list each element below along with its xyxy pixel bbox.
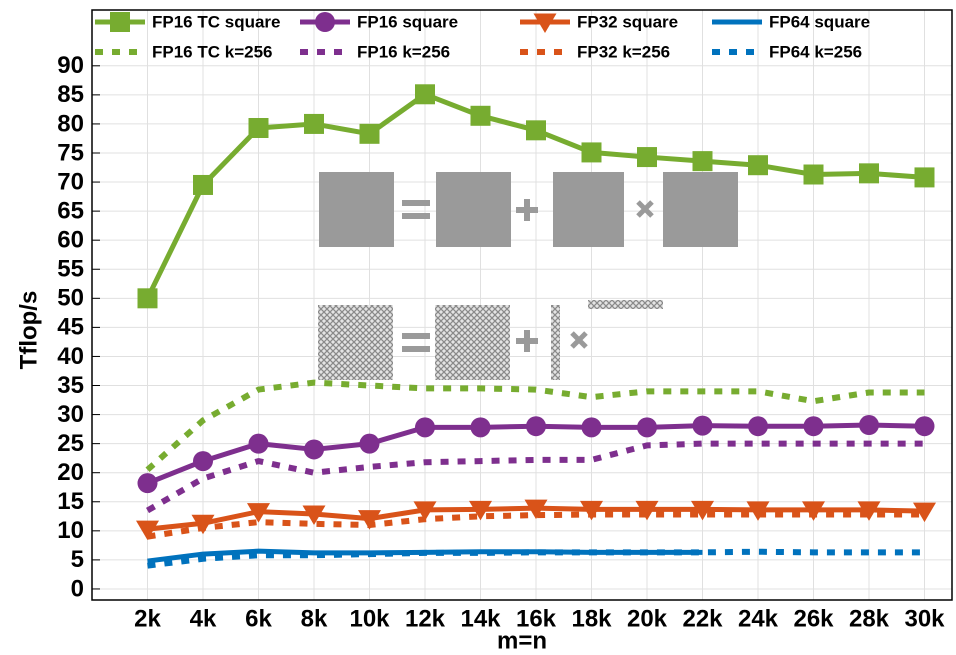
series-line: [147, 511, 925, 540]
marker: [469, 500, 492, 521]
x-tick-label: 20k: [627, 605, 668, 632]
x-tick-label: 22k: [682, 605, 723, 632]
y-tick-label: 30: [57, 401, 84, 428]
marker: [580, 500, 603, 521]
x-tick-label: 6k: [245, 605, 272, 632]
marker: [857, 501, 881, 521]
legend-label: FP16 TC k=256: [152, 42, 273, 61]
marker: [526, 416, 546, 437]
x-tick-label: 4k: [190, 605, 217, 632]
y-tick-label: 50: [57, 285, 84, 312]
marker: [359, 433, 380, 454]
y-tick-label: 10: [57, 517, 84, 544]
x-tick-label: 12k: [405, 605, 446, 632]
legend-label: FP16 TC square: [152, 12, 281, 31]
marker: [247, 503, 270, 523]
legend-label: FP64 square: [769, 12, 870, 31]
marker: [637, 147, 657, 168]
marker: [415, 417, 435, 438]
y-tick-label: 15: [57, 488, 84, 515]
legend-label: FP64 k=256: [769, 42, 862, 61]
marker: [136, 520, 159, 541]
marker: [913, 502, 936, 523]
y-tick-label: 85: [57, 81, 84, 108]
marker: [859, 163, 879, 184]
matrix-illustration: [318, 172, 738, 380]
marker: [193, 174, 213, 195]
y-tick-label: 80: [57, 110, 84, 137]
marker: [746, 501, 770, 521]
marker: [191, 514, 215, 535]
marker: [315, 12, 335, 32]
marker: [802, 501, 825, 521]
plot-frame: [91, 9, 953, 601]
marker: [110, 12, 130, 32]
y-tick-label: 25: [57, 430, 84, 457]
marker: [691, 500, 714, 521]
x-tick-label: 24k: [738, 605, 779, 632]
y-tick-label: 40: [57, 343, 84, 370]
marker: [748, 155, 768, 176]
marker: [692, 151, 713, 172]
marker: [137, 288, 158, 309]
marker: [524, 499, 548, 520]
marker: [803, 164, 824, 185]
marker: [358, 510, 381, 530]
marker: [637, 417, 657, 438]
x-tick-label: 30k: [904, 605, 945, 632]
marker: [748, 416, 768, 437]
y-tick-label: 55: [57, 256, 84, 283]
marker: [248, 118, 269, 138]
marker: [193, 451, 213, 472]
marker: [137, 473, 158, 494]
legend-label: FP16 square: [357, 12, 458, 31]
x-tick-label: 8k: [301, 605, 328, 632]
marker: [533, 13, 557, 33]
marker: [413, 501, 437, 521]
marker: [581, 142, 602, 163]
marker: [359, 123, 380, 144]
y-tick-label: 5: [71, 546, 84, 573]
marker: [415, 84, 435, 105]
x-tick-label: 18k: [571, 605, 612, 632]
marker: [470, 105, 491, 126]
y-tick-label: 45: [57, 314, 84, 341]
marker: [914, 167, 935, 188]
x-tick-label: 16k: [516, 605, 557, 632]
x-tick-label: 26k: [793, 605, 834, 632]
series-line: [145, 379, 925, 473]
y-tick-label: 70: [57, 168, 84, 195]
legend-label: FP32 k=256: [577, 42, 670, 61]
x-tick-label: 28k: [849, 605, 890, 632]
marker: [304, 439, 324, 460]
y-tick-label: 90: [57, 52, 84, 79]
y-tick-label: 65: [57, 197, 84, 224]
x-axis-label: m=n: [497, 627, 547, 654]
y-tick-label: 0: [71, 575, 84, 602]
x-tick-label: 2k: [134, 605, 161, 632]
marker: [692, 415, 713, 436]
marker: [470, 417, 491, 438]
marker: [248, 433, 269, 454]
legend-label: FP32 square: [577, 12, 678, 31]
marker: [803, 416, 824, 437]
series-line: [146, 440, 925, 514]
marker: [581, 417, 602, 438]
y-axis-label: Tflop/s: [15, 291, 42, 370]
marker: [304, 113, 324, 134]
legend-label: FP16 k=256: [357, 42, 450, 61]
marker: [302, 505, 326, 525]
marker: [859, 415, 879, 436]
y-tick-label: 20: [57, 459, 84, 486]
x-tick-label: 14k: [460, 605, 501, 632]
series-line: [147, 548, 925, 569]
marker: [914, 416, 935, 437]
y-tick-label: 35: [57, 372, 84, 399]
marker: [526, 120, 546, 141]
x-tick-label: 10k: [349, 605, 390, 632]
y-tick-label: 75: [57, 139, 84, 166]
y-tick-label: 60: [57, 227, 84, 254]
marker: [635, 500, 659, 521]
